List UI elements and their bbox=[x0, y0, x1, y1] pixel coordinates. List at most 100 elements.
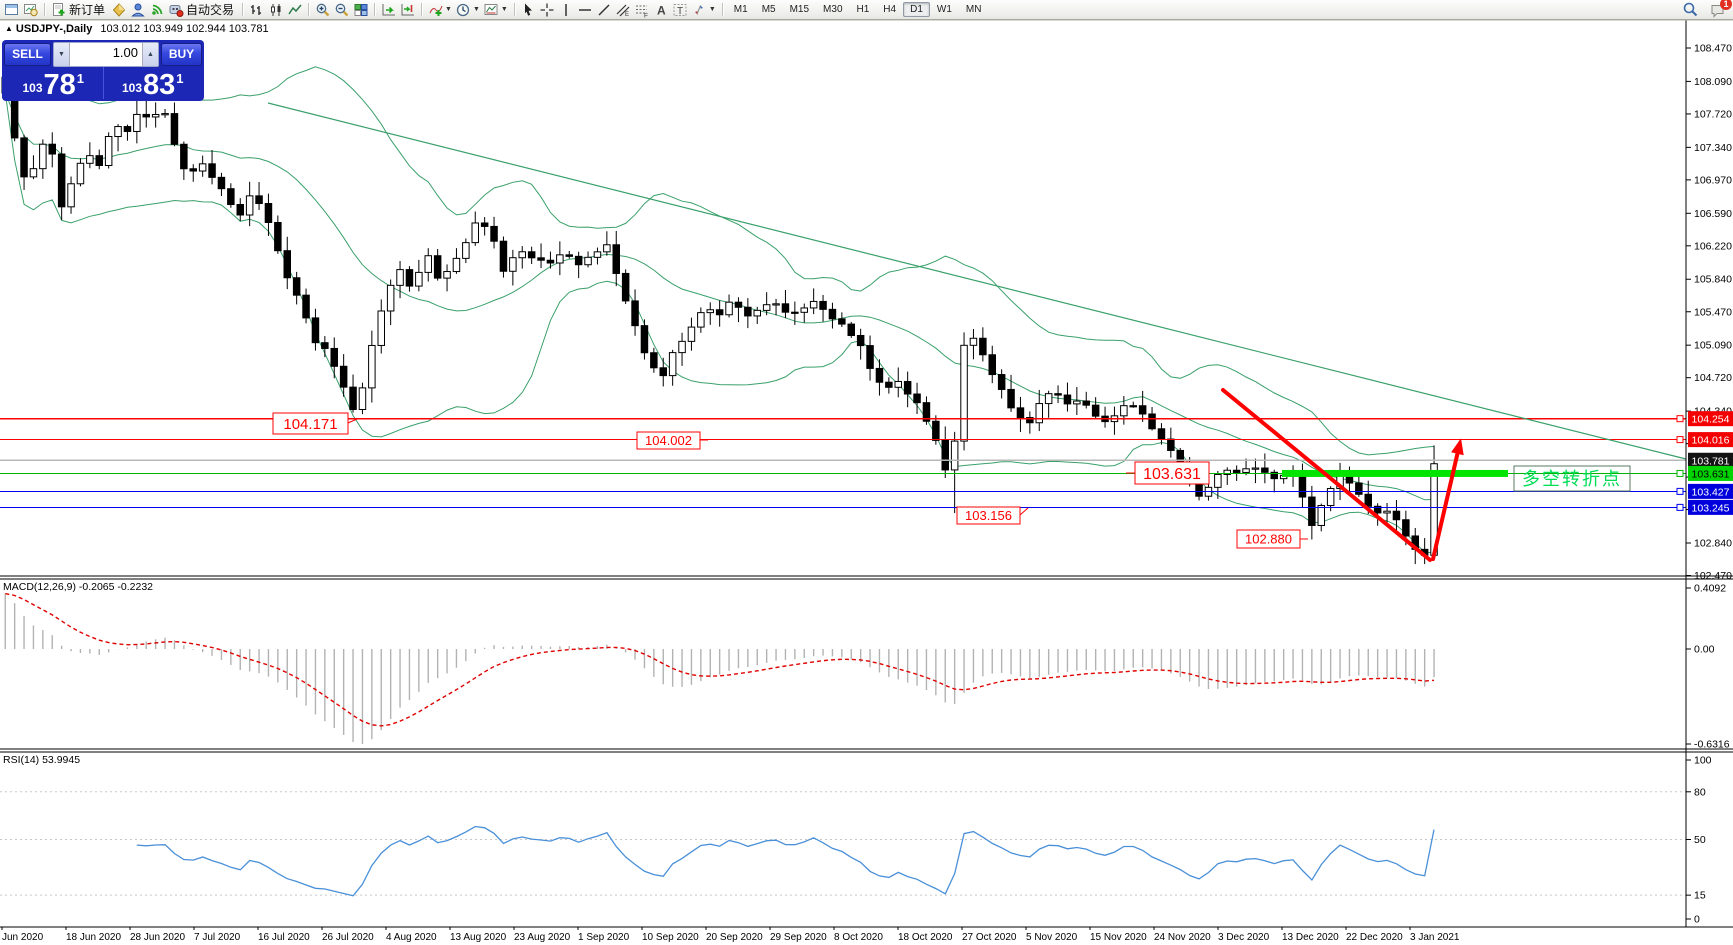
fibonacci-icon[interactable]: F bbox=[633, 1, 652, 18]
notification-badge: 1 bbox=[1720, 0, 1732, 10]
macd-indicator-label: MACD(12,26,9) -0.2065 -0.2232 bbox=[3, 581, 153, 593]
text-icon[interactable]: A bbox=[652, 1, 671, 18]
rsi-indicator-label: RSI(14) 53.9945 bbox=[3, 754, 81, 766]
tf-h1-button[interactable]: H1 bbox=[856, 4, 870, 15]
date-axis-label: 27 Oct 2020 bbox=[962, 932, 1017, 943]
volume-control: ▼ 1.00 ▲ bbox=[53, 42, 159, 67]
date-axis-label: 23 Aug 2020 bbox=[514, 932, 571, 943]
macd-axis-tick: -0.6316 bbox=[1694, 739, 1730, 751]
price-axis-tick: 108.090 bbox=[1694, 76, 1732, 88]
zoom-in-icon[interactable] bbox=[313, 1, 332, 18]
search-icon[interactable] bbox=[1681, 1, 1700, 18]
macd-histogram bbox=[4, 593, 1435, 744]
tile-windows-icon[interactable] bbox=[351, 1, 370, 18]
red-up-arrow bbox=[1431, 445, 1461, 561]
sell-price[interactable]: 103 78 1 bbox=[4, 67, 104, 100]
rsi-axis-tick: 15 bbox=[1694, 890, 1706, 902]
volume-input[interactable]: 1.00 bbox=[112, 45, 138, 60]
cursor-icon[interactable] bbox=[519, 1, 538, 18]
date-axis[interactable]: Jun 2020 18 Jun 2020 28 Jun 2020 7 Jul 2020… bbox=[1, 927, 1460, 943]
date-axis-label: 5 Nov 2020 bbox=[1026, 932, 1078, 943]
indicators-icon[interactable] bbox=[426, 1, 445, 18]
tf-mn-button[interactable]: MN bbox=[965, 4, 982, 15]
tf-d1-button[interactable]: D1 bbox=[903, 2, 930, 17]
equidistant-channel-icon[interactable]: E bbox=[614, 1, 633, 18]
sell-button[interactable]: SELL bbox=[4, 43, 51, 66]
date-axis-label: 10 Sep 2020 bbox=[642, 932, 699, 943]
rsi-line bbox=[136, 825, 1435, 897]
price-annotations[interactable]: 104.171 104.002 103.631 103.156 102.880 bbox=[272, 412, 1308, 549]
line-chart-icon[interactable] bbox=[285, 1, 304, 18]
candlestick-icon[interactable] bbox=[266, 1, 285, 18]
price-level-badge-text: 103.427 bbox=[1692, 486, 1730, 498]
price-axis[interactable]: 108.470 108.090 107.720 107.340 106.970 106.5… bbox=[1676, 20, 1733, 927]
panel-separators[interactable] bbox=[0, 19, 1733, 928]
buy-price[interactable]: 103 83 1 bbox=[104, 67, 203, 100]
new-order-label[interactable]: 新订单 bbox=[69, 3, 106, 17]
text-label-icon[interactable]: T bbox=[671, 1, 690, 18]
arrows-icon[interactable] bbox=[690, 1, 709, 18]
date-axis-label: 8 Oct 2020 bbox=[834, 932, 883, 943]
crosshair-icon[interactable] bbox=[538, 1, 557, 18]
profile-icon[interactable] bbox=[21, 1, 40, 18]
date-axis-label: 13 Aug 2020 bbox=[450, 932, 507, 943]
buy-price-handle: 103 bbox=[121, 81, 143, 95]
price-axis-tick: 106.590 bbox=[1694, 208, 1732, 220]
price-axis-tick: 105.090 bbox=[1694, 340, 1732, 352]
pivot-note-text: 多空转折点 bbox=[1522, 469, 1622, 489]
price-axis-tick: 104.720 bbox=[1694, 372, 1732, 384]
price-axis-tick: 106.970 bbox=[1694, 174, 1732, 186]
notifications-icon[interactable]: 1 bbox=[1708, 0, 1732, 18]
pivot-note[interactable]: 多空转折点 bbox=[1513, 465, 1631, 492]
tf-m5-button[interactable]: M5 bbox=[761, 4, 776, 15]
signals-icon[interactable] bbox=[147, 1, 166, 18]
toolbar-separator bbox=[721, 3, 723, 16]
collapse-triangle-icon[interactable]: ▲ bbox=[5, 24, 13, 33]
volume-decrease-button[interactable]: ▼ bbox=[54, 43, 70, 66]
tf-m30-button[interactable]: M30 bbox=[823, 4, 843, 15]
periods-icon[interactable] bbox=[454, 1, 473, 18]
templates-dropdown-caret[interactable]: ▼ bbox=[500, 6, 508, 13]
macd-axis-tick: 0.00 bbox=[1694, 644, 1715, 656]
rsi-axis-tick: 80 bbox=[1694, 786, 1706, 798]
tf-h4-button[interactable]: H4 bbox=[883, 4, 897, 15]
bar-chart-icon[interactable] bbox=[247, 1, 266, 18]
indicators-dropdown-caret[interactable]: ▼ bbox=[445, 6, 452, 13]
tf-w1-button[interactable]: W1 bbox=[936, 4, 952, 15]
buy-button[interactable]: BUY bbox=[161, 43, 202, 66]
window-icon[interactable] bbox=[2, 1, 21, 18]
trend-objects[interactable] bbox=[267, 102, 1687, 562]
toolbar-separator bbox=[44, 3, 45, 16]
horizontal-line-icon[interactable] bbox=[576, 1, 595, 18]
trendline-icon[interactable] bbox=[595, 1, 614, 18]
new-order-icon[interactable] bbox=[49, 1, 68, 18]
auto-scroll-icon[interactable] bbox=[379, 1, 398, 18]
templates-icon[interactable] bbox=[482, 1, 501, 18]
red-downtrend-line bbox=[1221, 388, 1432, 562]
tf-m1-button[interactable]: M1 bbox=[733, 4, 748, 15]
volume-increase-button[interactable]: ▲ bbox=[142, 43, 158, 66]
zoom-out-icon[interactable] bbox=[332, 1, 351, 18]
sell-price-point: 1 bbox=[76, 71, 85, 86]
price-axis-tick: 102.840 bbox=[1694, 537, 1732, 549]
chart-shift-icon[interactable] bbox=[398, 1, 417, 18]
price-level-badge bbox=[1688, 452, 1733, 468]
periods-dropdown-caret[interactable]: ▼ bbox=[472, 6, 480, 13]
green-downtrend-line bbox=[267, 102, 1687, 460]
tf-m15-button[interactable]: M15 bbox=[789, 4, 810, 15]
price-level-badge bbox=[1688, 483, 1733, 499]
price-level-badge bbox=[1688, 432, 1733, 448]
date-axis-label: 28 Jun 2020 bbox=[130, 932, 185, 943]
metaeditor-icon[interactable] bbox=[109, 1, 128, 18]
bull-bear-pivot-segment bbox=[1282, 469, 1508, 477]
date-axis-label: 20 Sep 2020 bbox=[706, 932, 763, 943]
community-icon[interactable] bbox=[128, 1, 147, 18]
autotrading-label[interactable]: 自动交易 bbox=[186, 3, 235, 17]
autotrading-icon[interactable] bbox=[166, 1, 185, 18]
rsi-axis-tick: 0 bbox=[1694, 914, 1700, 926]
arrows-dropdown-caret[interactable]: ▼ bbox=[708, 6, 716, 13]
vertical-line-icon[interactable] bbox=[557, 1, 576, 18]
macd-axis-tick: 0.4092 bbox=[1694, 583, 1726, 595]
candles-layer bbox=[1, 50, 1438, 565]
